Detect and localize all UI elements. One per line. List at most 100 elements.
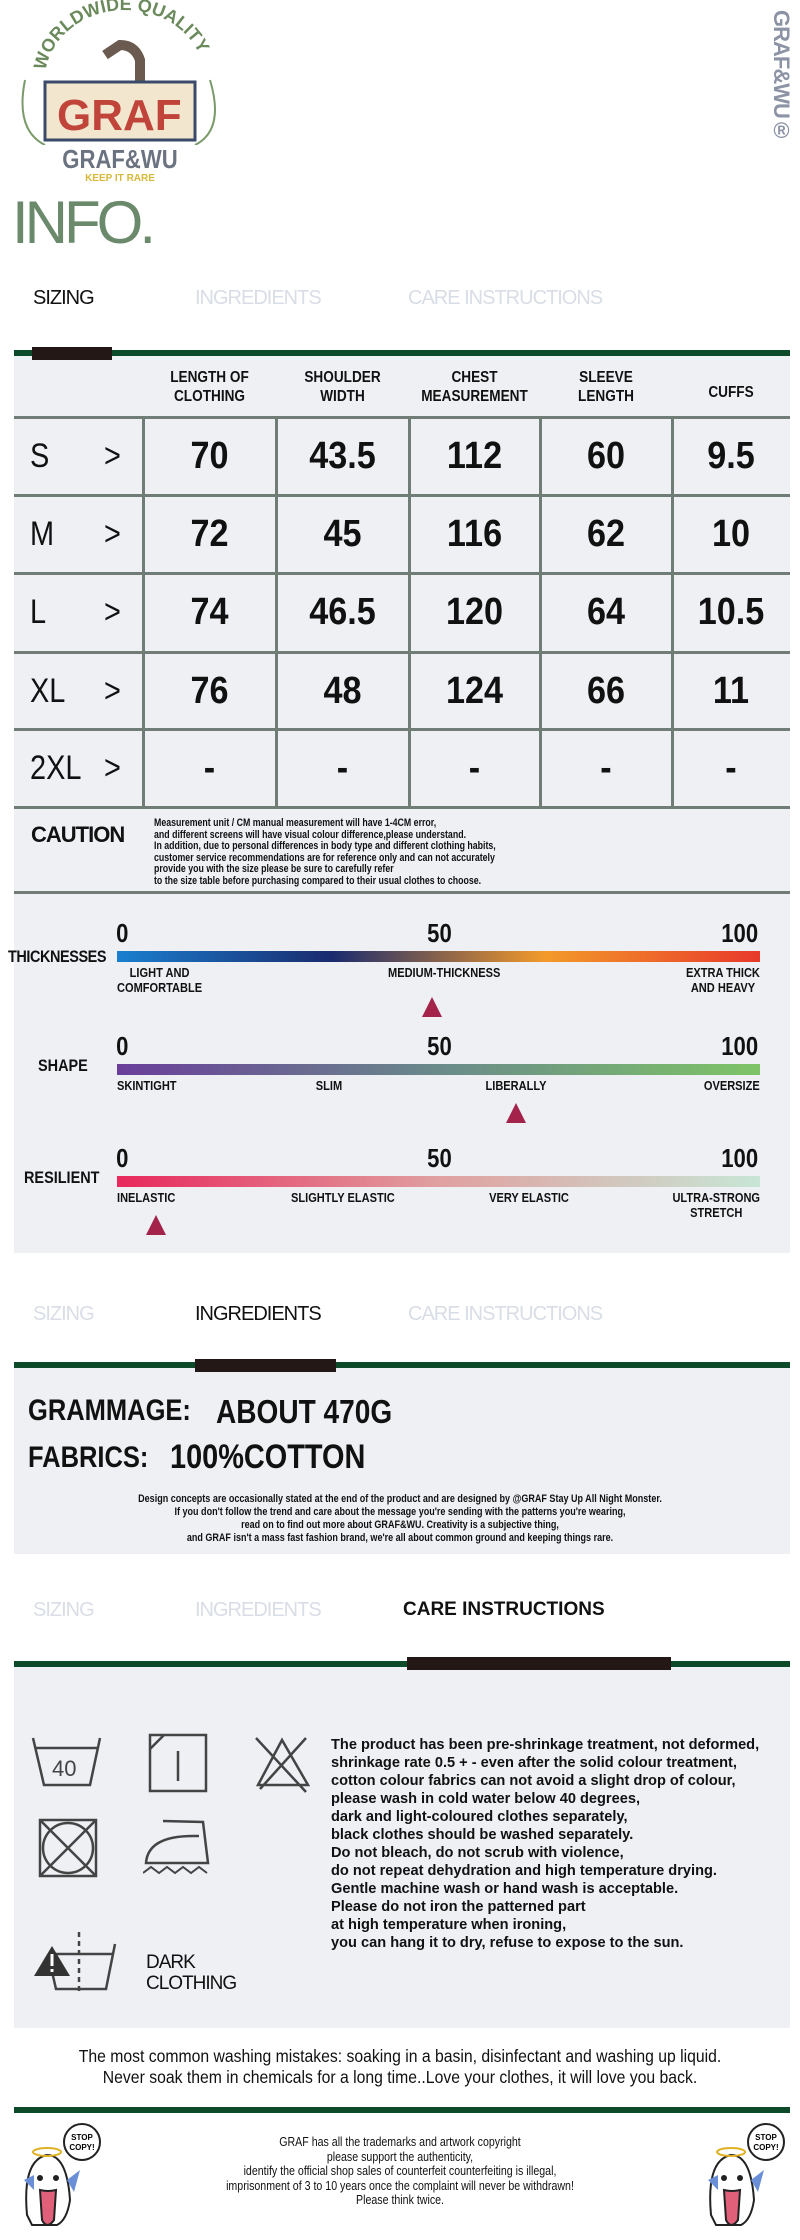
size-value: 48 — [323, 670, 362, 712]
table-gridline — [275, 417, 278, 807]
caution-divider — [14, 891, 790, 894]
caution-line: to the size table before purchasing comp… — [154, 874, 482, 887]
table-gridline — [539, 417, 542, 807]
mistake-line: The most common washing mistakes: soakin… — [78, 2046, 722, 2066]
tab-ingredients[interactable]: INGREDIENTS — [195, 1599, 322, 1621]
care-panel — [14, 1664, 790, 2028]
size-value: 9.5 — [707, 435, 755, 477]
tab-care-instructions[interactable]: CARE INSTRUCTIONS — [408, 287, 603, 309]
size-value: 116 — [446, 513, 503, 555]
scale-tick: 0 — [116, 918, 129, 948]
footer-line: imprisonment of 3 to 10 years once the c… — [226, 2178, 574, 2193]
care-line: do not repeat dehydration and high tempe… — [331, 1863, 717, 1879]
footer-divider — [14, 2107, 790, 2113]
scale-name: SHAPE — [38, 1056, 88, 1075]
scale-tick: 100 — [721, 1031, 759, 1061]
table-gridline — [671, 417, 674, 807]
fabrics-label: FABRICS: — [28, 1441, 149, 1474]
grammage-value: ABOUT 470G — [216, 1393, 393, 1430]
column-header: LENGTH OF CLOTHING — [170, 369, 249, 405]
scale-value-marker — [505, 1103, 526, 1123]
note-line: Design concepts are occasionally stated … — [138, 1493, 662, 1505]
row-arrow: > — [104, 672, 121, 710]
active-tab-indicator — [32, 347, 112, 360]
scale-bar — [117, 951, 760, 962]
scale-label: OVERSIZE — [704, 1078, 760, 1093]
caution-line: customer service recommendations are for… — [154, 851, 495, 864]
dark-clothing-label: DARK CLOTHING — [146, 1952, 237, 1994]
size-value: 11 — [712, 670, 750, 712]
svg-text:STOP: STOP — [71, 2133, 93, 2142]
size-label: S — [30, 437, 50, 475]
size-value: 43.5 — [309, 435, 376, 477]
size-value: 74 — [190, 591, 229, 633]
tab-ingredients[interactable]: INGREDIENTS — [195, 1303, 322, 1325]
care-line: dark and light-coloured clothes separate… — [331, 1809, 628, 1825]
scale-bar — [117, 1064, 760, 1075]
section-divider — [14, 1661, 790, 1667]
tab-ingredients[interactable]: INGREDIENTS — [195, 287, 322, 309]
scale-name: THICKNESSES — [8, 947, 107, 966]
tab-sizing[interactable]: SIZING — [33, 1599, 95, 1621]
size-value: 46.5 — [309, 591, 376, 633]
note-line: If you don't follow the trend and care a… — [174, 1506, 626, 1518]
column-header: CHEST MEASUREMENT — [421, 369, 528, 405]
tab-sizing[interactable]: SIZING — [33, 287, 95, 309]
size-value: 66 — [586, 670, 626, 712]
row-arrow: > — [104, 749, 121, 787]
care-line: shrinkage rate 0.5 + - even after the so… — [331, 1755, 737, 1771]
svg-text:40: 40 — [52, 1756, 76, 1781]
tumble-dry-line-icon — [148, 1733, 208, 1793]
scale-value-marker — [422, 997, 443, 1017]
caution-line: provide you with the size please be sure… — [154, 863, 394, 875]
care-line: Please do not iron the patterned part — [331, 1899, 586, 1915]
table-gridline — [14, 728, 790, 731]
no-tumble-dry-icon — [38, 1818, 98, 1878]
table-gridline — [14, 416, 790, 419]
tab-care-instructions[interactable]: CARE INSTRUCTIONS — [403, 1599, 605, 1620]
size-value: 10 — [711, 513, 751, 555]
tab-sizing[interactable]: SIZING — [33, 1303, 95, 1325]
row-arrow: > — [104, 593, 121, 631]
scale-tick: 50 — [426, 918, 452, 948]
size-value: 72 — [190, 513, 229, 555]
active-tab-indicator — [195, 1359, 336, 1372]
svg-text:WORLDWIDE QUALITY: WORLDWIDE QUALITY — [30, 0, 214, 72]
note-line: and GRAF isn't a mass fast fashion brand… — [186, 1532, 614, 1544]
size-label: XL — [30, 672, 66, 710]
size-value: - — [600, 747, 612, 789]
row-arrow: > — [104, 515, 121, 553]
footer-line: please support the authenticity, — [326, 2149, 474, 2164]
brand-logo: WORLDWIDE QUALITY GRAF GRAF&WU KEEP IT R… — [5, 0, 235, 185]
scale-tick: 0 — [116, 1143, 129, 1173]
svg-text:COPY!: COPY! — [753, 2143, 778, 2152]
care-line: The product has been pre-shrinkage treat… — [331, 1737, 760, 1753]
scale-tick: 100 — [721, 918, 759, 948]
care-instructions-text: The product has been pre-shrinkage treat… — [331, 1736, 759, 1952]
caution-line: and different screens will have visual c… — [154, 828, 467, 841]
active-tab-indicator — [407, 1657, 671, 1670]
scale-tick: 50 — [426, 1143, 452, 1173]
caution-title: CAUTION — [31, 822, 125, 847]
footer-line: GRAF has all the trademarks and artwork … — [279, 2135, 521, 2149]
scale-tick: 50 — [426, 1031, 452, 1061]
size-value: 62 — [586, 513, 626, 555]
scale-value-marker — [145, 1215, 166, 1235]
size-value: - — [725, 747, 737, 789]
size-value: 120 — [445, 591, 504, 633]
logo-tagline: KEEP IT RARE — [85, 173, 155, 184]
tab-care-instructions[interactable]: CARE INSTRUCTIONS — [408, 1303, 603, 1325]
logo-graf-text: GRAF — [57, 91, 182, 140]
care-line: cotton colour fabrics can not avoid a sl… — [331, 1773, 736, 1789]
scale-label: LIBERALLY — [485, 1078, 547, 1093]
care-line: black clothes should be washed separatel… — [331, 1827, 634, 1843]
size-value: 60 — [586, 435, 626, 477]
svg-text:COPY!: COPY! — [69, 2143, 94, 2152]
table-gridline — [14, 651, 790, 654]
footer-line: Please think twice. — [355, 2193, 445, 2207]
size-label: L — [30, 593, 47, 631]
scale-label: EXTRA THICK AND HEAVY — [686, 965, 760, 995]
grammage-label: GRAMMAGE: — [28, 1394, 191, 1427]
